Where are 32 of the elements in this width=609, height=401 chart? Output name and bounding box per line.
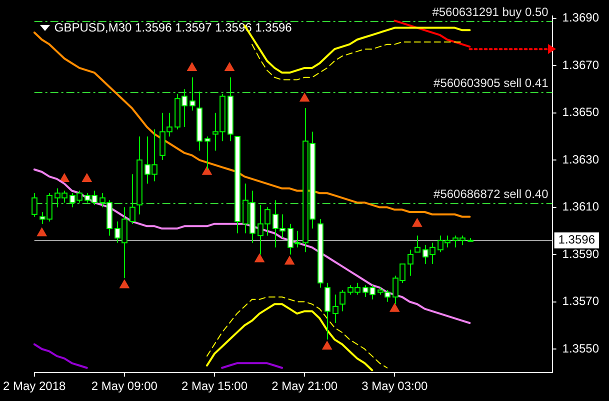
y-tick-label: 1.3550 [562, 341, 600, 356]
y-tick-label: 1.3670 [562, 58, 600, 72]
point [202, 166, 212, 175]
point [300, 93, 310, 102]
line-series [206, 296, 388, 368]
point [322, 341, 332, 350]
point [224, 62, 234, 71]
line-series [252, 41, 463, 80]
x-tick-label: 3 May 03:00 [362, 379, 428, 394]
y-tick-label: 1.3690 [562, 10, 600, 25]
y-tick-label: 1.3630 [562, 152, 600, 166]
ref-line-label: #560631291 buy 0.50 [432, 5, 549, 20]
x-tick-label: 2 May 2018 [2, 379, 66, 394]
point [284, 256, 294, 265]
point [60, 173, 70, 182]
ref-line-label: 1.3596 [558, 232, 596, 247]
x-tick-label: 2 May 15:00 [181, 379, 248, 394]
x-tick-label: 2 May 09:00 [91, 379, 158, 394]
point [37, 228, 47, 236]
y-tick-label: 1.3650 [562, 105, 600, 120]
ref-line-label: #560686872 sell 0.40 [434, 186, 549, 201]
point [254, 254, 264, 262]
ref-line-label: #560603905 sell 0.41 [434, 76, 549, 90]
x-tick-label: 2 May 21:00 [272, 379, 338, 394]
y-tick-label: 1.3570 [562, 294, 600, 308]
point [187, 62, 197, 71]
point [120, 280, 130, 288]
y-tick-label: 1.3610 [562, 200, 600, 214]
point [82, 173, 92, 182]
point [390, 303, 400, 312]
y-tick-label: 1.3590 [562, 246, 600, 261]
point [412, 218, 422, 227]
